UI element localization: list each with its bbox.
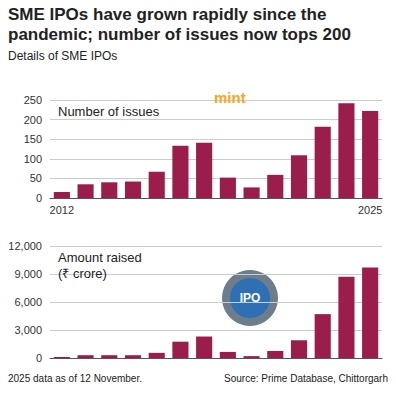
svg-text:2025: 2025 xyxy=(358,204,382,216)
svg-text:(₹ crore): (₹ crore) xyxy=(58,266,107,281)
svg-text:0: 0 xyxy=(36,192,42,204)
svg-text:100: 100 xyxy=(24,153,42,165)
svg-text:2012: 2012 xyxy=(50,204,74,216)
svg-text:200: 200 xyxy=(24,114,42,126)
svg-text:0: 0 xyxy=(36,352,42,364)
svg-text:250: 250 xyxy=(24,94,42,106)
svg-text:Amount raised: Amount raised xyxy=(58,250,142,265)
svg-text:50: 50 xyxy=(30,172,42,184)
html-text:Source: Prime Database, Chitto: Source: Prime Database, Chittorgarh xyxy=(224,373,388,384)
html-text:Details of SME IPOs: Details of SME IPOs xyxy=(8,49,118,63)
svg-text:9,000: 9,000 xyxy=(14,268,42,280)
svg-text:3,000: 3,000 xyxy=(14,324,42,336)
svg-text:IPO: IPO xyxy=(239,291,261,305)
html-text:SME IPOs have grown rapidly si: SME IPOs have grown rapidly since the pa… xyxy=(8,5,351,44)
svg-text:mint: mint xyxy=(214,89,246,106)
html-text:2025 data as of 12 November.: 2025 data as of 12 November. xyxy=(8,373,142,384)
svg-text:12,000: 12,000 xyxy=(8,240,42,252)
svg-text:6,000: 6,000 xyxy=(14,296,42,308)
svg-text:150: 150 xyxy=(24,133,42,145)
svg-text:Number of issues: Number of issues xyxy=(58,104,160,119)
